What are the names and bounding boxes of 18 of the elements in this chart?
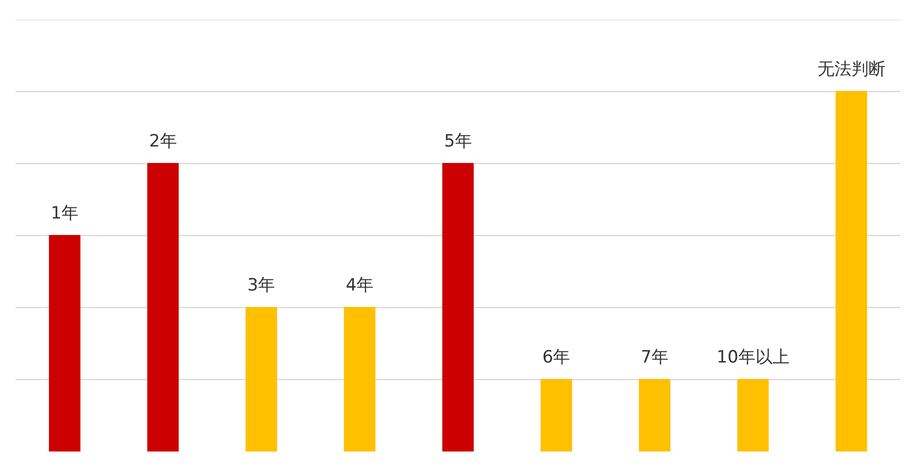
x-tick-label: 3年 xyxy=(247,276,276,296)
x-tick-label: 5年 xyxy=(444,132,472,152)
x-tick-label: 7年 xyxy=(640,348,669,368)
bar xyxy=(344,307,376,452)
x-tick-label: 2年 xyxy=(149,132,177,152)
bar xyxy=(540,379,572,452)
x-tick-label: 6年 xyxy=(542,348,570,368)
x-tick-label: 无法判断 xyxy=(817,60,886,80)
bar xyxy=(737,379,769,452)
x-tick-label: 10年以上 xyxy=(716,348,790,368)
bar xyxy=(442,163,474,452)
bar xyxy=(638,379,670,452)
bar xyxy=(147,163,179,452)
bar xyxy=(246,307,278,452)
bar xyxy=(48,235,80,452)
x-tick-label: 4年 xyxy=(346,276,374,296)
x-tick-label: 1年 xyxy=(50,204,79,224)
bar xyxy=(836,91,868,452)
